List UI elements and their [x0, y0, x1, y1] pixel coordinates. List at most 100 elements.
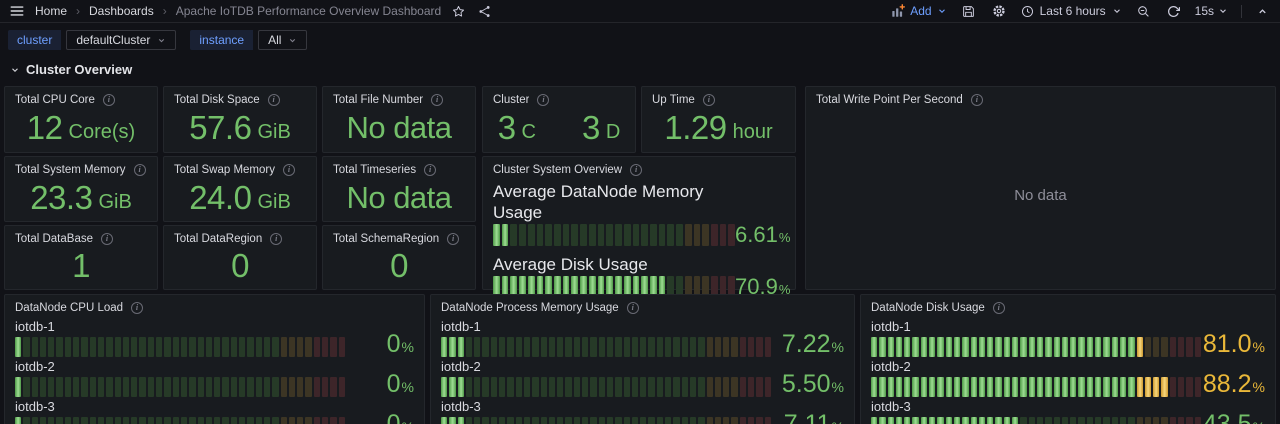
info-icon[interactable]: [131, 302, 143, 314]
panel-title: Total Swap Memory: [174, 164, 275, 176]
panel-title-bar[interactable]: DataNode CPU Load: [5, 295, 424, 315]
gauge-value-number: 81.0: [1203, 332, 1252, 357]
kiosk-caret-up-icon[interactable]: [1255, 6, 1270, 17]
panel-title-bar[interactable]: Up Time: [642, 87, 795, 107]
panel-title-bar[interactable]: Total CPU Core: [5, 87, 157, 107]
gauge-cell: [648, 417, 654, 424]
gauge-row-iotdb-1: iotdb-17.22%: [441, 319, 844, 357]
gauge-cell: [565, 417, 571, 424]
gauge-value-unit: %: [1253, 340, 1265, 354]
variable-select-instance[interactable]: All: [258, 30, 307, 50]
gauge-cell: [896, 377, 902, 397]
chevron-down-icon: [157, 36, 166, 45]
gauge-cell: [1095, 337, 1101, 357]
info-icon[interactable]: [447, 233, 459, 245]
panel-title-bar[interactable]: DataNode Process Memory Usage: [431, 295, 854, 315]
panel-title-bar[interactable]: Total SchemaRegion: [323, 226, 475, 246]
panel-title-bar[interactable]: Total Swap Memory: [164, 157, 316, 177]
gauge-cell: [715, 417, 721, 424]
info-icon[interactable]: [703, 94, 715, 106]
variable-select-cluster[interactable]: defaultCluster: [66, 30, 176, 50]
gauge-cell: [624, 224, 631, 246]
gauge-label: Average Disk Usage: [493, 254, 735, 275]
gauge-cell: [98, 417, 104, 424]
panel-title: Up Time: [652, 94, 695, 106]
panel-title-bar[interactable]: Cluster System Overview: [483, 157, 795, 177]
gauge-cell: [715, 377, 721, 397]
time-range-picker[interactable]: Last 6 hours: [1021, 4, 1122, 18]
gauge-cell: [574, 377, 580, 397]
gauge-cell: [580, 224, 587, 246]
gauge-cell: [297, 337, 303, 357]
gauge-cell: [904, 377, 910, 397]
add-panel-button[interactable]: Add: [891, 4, 946, 18]
breadcrumb-dashboards[interactable]: Dashboards: [89, 4, 154, 18]
info-icon[interactable]: [431, 94, 443, 106]
info-icon[interactable]: [103, 94, 115, 106]
info-icon[interactable]: [283, 164, 295, 176]
gauge-cell: [954, 377, 960, 397]
info-icon[interactable]: [627, 302, 639, 314]
panel-title-bar[interactable]: DataNode Disk Usage: [861, 295, 1275, 315]
gauge-cell: [264, 337, 270, 357]
info-icon[interactable]: [268, 94, 280, 106]
gauge-cell: [995, 417, 1001, 424]
bar-gauge: [493, 224, 735, 246]
panel-title-bar[interactable]: Total File Number: [323, 87, 475, 107]
gauge-cell: [289, 337, 295, 357]
panel-title-bar[interactable]: Total Write Point Per Second: [806, 87, 1275, 107]
breadcrumb-home[interactable]: Home: [35, 4, 67, 18]
gauge-cell: [632, 377, 638, 397]
info-icon[interactable]: [993, 302, 1005, 314]
gauge-cell: [482, 337, 488, 357]
gauge-cell: [1145, 377, 1151, 397]
gauge-cell: [1029, 417, 1035, 424]
gauge-cell: [1029, 337, 1035, 357]
gauge-cell: [98, 377, 104, 397]
panel-title-bar[interactable]: Total System Memory: [5, 157, 157, 177]
gauge-cell: [748, 417, 754, 424]
save-dashboard-icon[interactable]: [960, 5, 977, 18]
gauge-cell: [507, 337, 513, 357]
row-cluster-overview-toggle[interactable]: Cluster Overview: [0, 56, 1280, 83]
gauge-cell: [156, 337, 162, 357]
gauge-cell: [214, 417, 220, 424]
stat-value-datanodes: 3: [582, 111, 600, 144]
info-icon[interactable]: [101, 233, 113, 245]
info-icon[interactable]: [270, 233, 282, 245]
info-icon[interactable]: [537, 94, 549, 106]
gauge-cell: [648, 337, 654, 357]
dashboard-settings-icon[interactable]: [990, 4, 1008, 18]
panel-title: DataNode Disk Usage: [871, 302, 985, 314]
info-icon[interactable]: [971, 94, 983, 106]
info-icon[interactable]: [134, 164, 146, 176]
star-icon[interactable]: [450, 5, 467, 18]
info-icon[interactable]: [424, 164, 436, 176]
gauge-cell: [937, 337, 943, 357]
gauge-cell: [524, 377, 530, 397]
refresh-interval-picker[interactable]: 15s: [1195, 4, 1228, 18]
panel-title-bar[interactable]: Total Timeseries: [323, 157, 475, 177]
gauge-cell: [449, 417, 455, 424]
gauge-cell: [1062, 337, 1068, 357]
panel-title-bar[interactable]: Total Disk Space: [164, 87, 316, 107]
gauge-cell: [1004, 337, 1010, 357]
refresh-icon[interactable]: [1165, 5, 1182, 18]
panel-total-swap-memory: Total Swap Memory 24.0GiB: [163, 156, 317, 222]
share-icon[interactable]: [476, 5, 493, 18]
panel-title-bar[interactable]: Total DataBase: [5, 226, 157, 246]
menu-icon[interactable]: [8, 4, 26, 18]
gauge-cell: [615, 337, 621, 357]
zoom-out-time-icon[interactable]: [1135, 5, 1152, 18]
gauge-cell: [946, 377, 952, 397]
gauge-cell: [541, 417, 547, 424]
gauge-cell: [871, 417, 877, 424]
gauge-cell: [888, 337, 894, 357]
info-icon[interactable]: [630, 164, 642, 176]
panel-title-bar[interactable]: Cluster: [483, 87, 635, 107]
gauge-cell: [339, 337, 345, 357]
gauge-cell: [466, 377, 472, 397]
panel-title-bar[interactable]: Total DataRegion: [164, 226, 316, 246]
gauge-cell: [532, 337, 538, 357]
gauge-cell: [289, 417, 295, 424]
